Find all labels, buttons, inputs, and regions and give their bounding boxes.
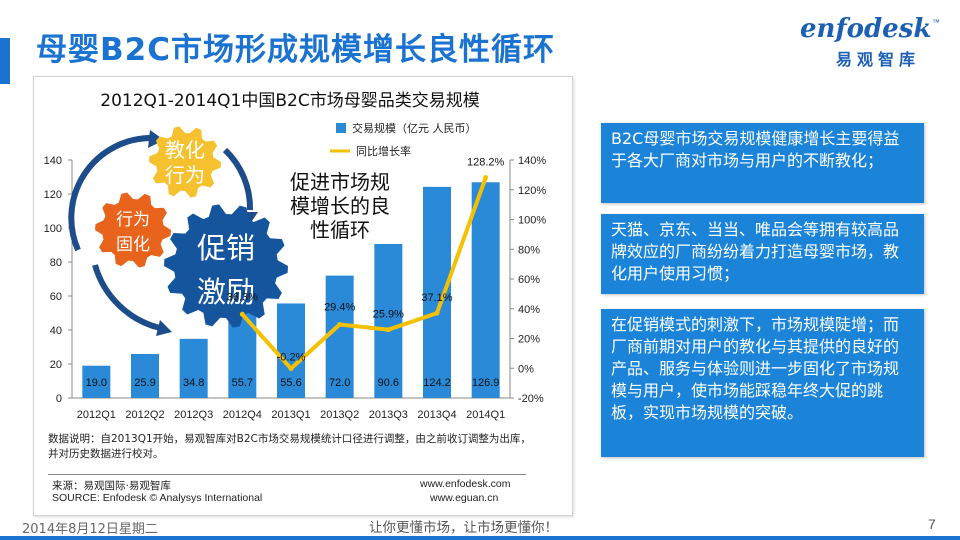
cycle-arrowhead-bottom — [156, 320, 172, 336]
left-axis-ticks: 0 20 40 60 80 100 120 140 — [44, 155, 72, 405]
category-label: 2014Q1 — [466, 409, 505, 421]
source-divider — [48, 474, 526, 475]
right-tick-label: 100% — [518, 215, 546, 227]
chart-title: 2012Q1-2014Q1中国B2C市场母婴品类交易规模 — [100, 91, 479, 111]
gear-teach-shape — [149, 126, 221, 198]
growth-rate-point — [239, 311, 245, 317]
left-tick-label: 140 — [44, 155, 62, 167]
category-labels: 2012Q1 2012Q2 2012Q3 2012Q4 2013Q1 2013Q2 2013… — [77, 409, 505, 421]
category-label: 2012Q4 — [223, 409, 262, 421]
legend-bar-label: 交易规模（亿元 人民币） — [352, 121, 477, 135]
growth-rate-label: 29.4% — [324, 302, 355, 314]
gear-promotion-shape — [164, 204, 288, 328]
bar-value-label: 124.2 — [423, 377, 451, 389]
website-enfodesk: www.enfodesk.com — [420, 478, 511, 490]
right-tick-label: 80% — [518, 244, 540, 256]
source-chinese: 来源：易观国际·易观智库 — [52, 480, 171, 492]
category-label: 2012Q3 — [174, 409, 213, 421]
bar-series: 19.0 25.9 34.8 55.7 55.6 72.0 90.6 124.2 126.9 — [82, 182, 500, 398]
footer-slogan: 让你更懂市场，让市场更懂你！ — [369, 520, 558, 536]
website-eguan: www.eguan.cn — [430, 492, 499, 504]
right-tick-label: 0% — [518, 363, 534, 375]
left-tick-label: 120 — [44, 189, 62, 201]
logo-chinese-name: 易观智库 — [836, 50, 921, 69]
legend-line-label: 同比增长率 — [356, 144, 411, 158]
left-tick-label: 0 — [56, 393, 62, 405]
bar-value-label: 34.8 — [183, 377, 204, 389]
growth-rate-label: -0.2% — [277, 352, 306, 364]
footer-date: 2014年8月12日星期二 — [22, 522, 158, 537]
cycle-caption: 促进市场规模增长的良性循环 — [290, 170, 390, 242]
bar-2013Q2 — [325, 275, 354, 398]
enfodesk-logo: enfodesk ™ 易观智库 — [800, 14, 940, 72]
growth-rate-point — [385, 327, 391, 333]
insight-box-promotion: 在促销模式的刺激下，市场规模陡增；而厂商前期对用户的教化与其提供的良好的产品、服… — [601, 309, 924, 457]
data-note: 数据说明：自2013Q1开始，易观智库对B2C市场交易规模统计口径进行调整，由之… — [48, 433, 531, 460]
logo-trademark: ™ — [932, 18, 940, 27]
bar-value-label: 19.0 — [86, 377, 107, 389]
growth-rate-label: 36.3% — [227, 291, 258, 303]
bar-value-label: 25.9 — [134, 377, 155, 389]
cycle-arrowhead-top — [148, 130, 164, 148]
bar-2013Q1 — [277, 303, 305, 398]
bar-2012Q3 — [179, 338, 208, 398]
category-label: 2013Q3 — [369, 409, 408, 421]
growth-rate-label: 37.1% — [421, 292, 452, 304]
growth-cycle-graphic: 教化行为 行为固化 促销激励 促进市场规模增长的良性循环 — [68, 126, 390, 336]
logo-wordmark: enfodesk — [800, 14, 932, 44]
left-tick-label: 20 — [50, 359, 62, 371]
bar-value-label: 90.6 — [378, 377, 399, 389]
growth-rate-point — [337, 322, 343, 328]
bar-value-label: 126.9 — [472, 377, 500, 389]
bar-value-label: 55.7 — [232, 377, 253, 389]
bar-2012Q1 — [82, 365, 111, 398]
right-tick-label: 20% — [518, 334, 540, 346]
growth-rate-series: 36.3% -0.2% 29.4% 25.9% 37.1% 128.2% — [227, 157, 505, 372]
page-title: 母婴B2C市场形成规模增长良性循环 — [36, 32, 555, 68]
right-tick-label: 60% — [518, 274, 540, 286]
growth-rate-line — [240, 176, 488, 371]
bar-2014Q1 — [471, 182, 500, 398]
growth-rate-point — [434, 310, 440, 316]
category-label: 2013Q4 — [417, 409, 456, 421]
category-label: 2012Q2 — [125, 409, 164, 421]
right-axis-ticks: -20% 0% 20% 40% 60% 80% 100% 120% 140% — [510, 155, 546, 405]
cycle-arrow-right — [222, 147, 254, 211]
legend-bar-swatch — [336, 123, 346, 133]
cycle-arrow-top-left — [68, 135, 151, 252]
bar-value-label: 72.0 — [329, 377, 350, 389]
insight-box-brands: 天猫、京东、当当、唯品会等拥有较高品牌效应的厂商纷纷着力打造母婴市场，教化用户使… — [601, 214, 924, 294]
gear-solidify-shape — [95, 192, 171, 268]
bar-2012Q2 — [131, 353, 159, 398]
bar-2013Q3 — [374, 243, 403, 398]
chart-legend: 交易规模（亿元 人民币） 同比增长率 — [330, 121, 477, 158]
growth-rate-point — [288, 366, 294, 372]
source-english: SOURCE: Enfodesk © Analysys Internationa… — [52, 492, 263, 504]
bar-value-label: 55.6 — [280, 377, 301, 389]
growth-rate-label: 128.2% — [467, 157, 505, 169]
gear-teach-label: 教化行为 — [165, 138, 205, 187]
category-label: 2013Q1 — [271, 409, 310, 421]
footer-accent-bar — [0, 536, 960, 540]
right-tick-label: 40% — [518, 304, 540, 316]
growth-rate-label: 25.9% — [373, 309, 404, 321]
category-label: 2013Q2 — [320, 409, 359, 421]
page-number: 7 — [928, 516, 936, 532]
left-tick-label: 60 — [50, 291, 62, 303]
right-tick-label: 140% — [518, 155, 546, 167]
left-tick-label: 100 — [44, 223, 62, 235]
gear-promotion-label: 促销激励 — [197, 231, 255, 309]
growth-rate-point — [483, 175, 489, 181]
left-tick-label: 80 — [50, 257, 62, 269]
cycle-arrow-bottom — [92, 264, 161, 331]
right-tick-label: 120% — [518, 185, 546, 197]
title-accent-bar — [0, 38, 10, 84]
gear-solidify-label: 行为固化 — [116, 210, 150, 255]
insight-box-education: B2C母婴市场交易规模健康增长主要得益于各大厂商对市场与用户的不断教化； — [601, 123, 924, 203]
left-tick-label: 40 — [50, 325, 62, 337]
right-tick-label: -20% — [518, 393, 544, 405]
category-label: 2012Q1 — [77, 409, 116, 421]
